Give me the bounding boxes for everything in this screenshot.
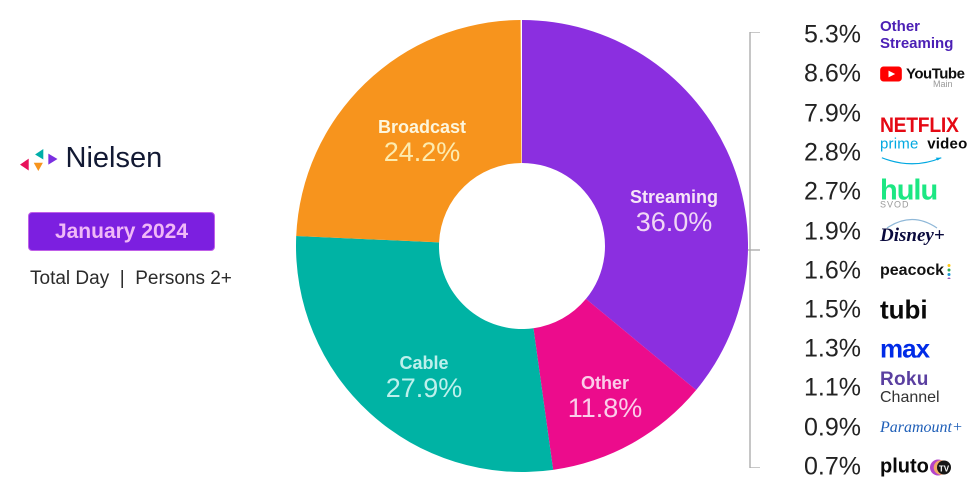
- svg-text:TV: TV: [939, 464, 950, 473]
